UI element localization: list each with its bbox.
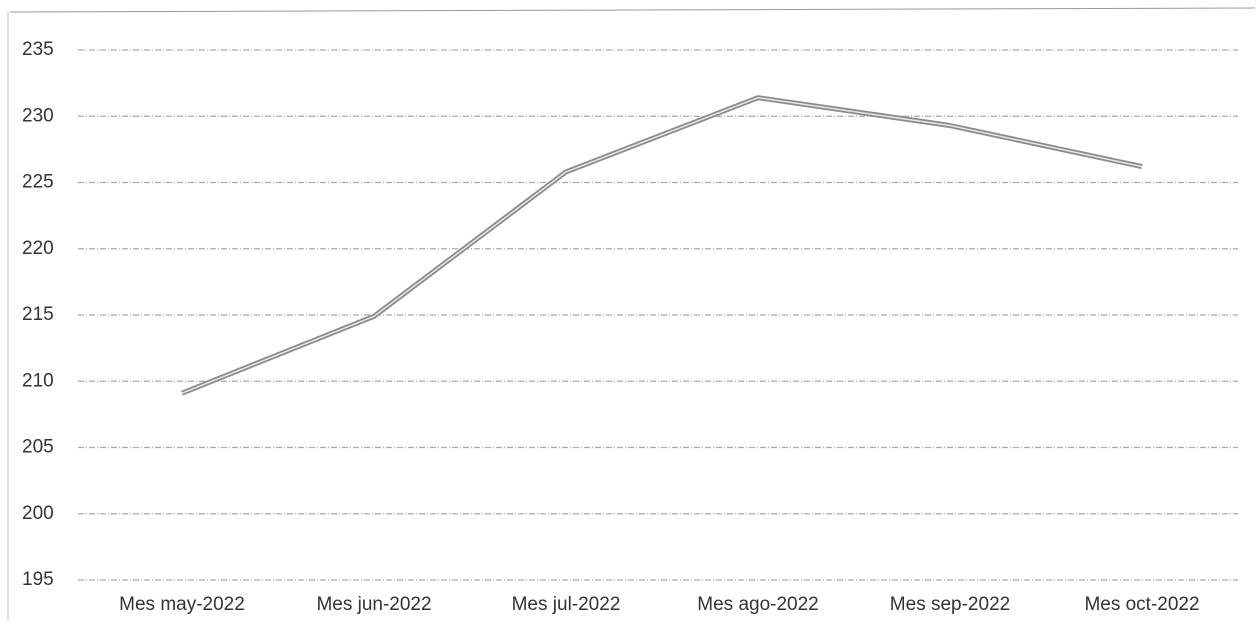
x-tick-label: Mes ago-2022 [697,594,818,615]
y-tick-label: 210 [22,370,54,391]
x-tick-label: Mes jul-2022 [512,594,621,615]
x-tick-label: Mes jun-2022 [316,594,431,615]
y-tick-label: 205 [22,437,54,458]
x-tick-label: Mes oct-2022 [1084,594,1199,615]
x-tick-label: Mes sep-2022 [890,594,1010,615]
y-tick-label: 195 [22,569,54,590]
frame-top [9,7,1256,13]
x-tick-label: Mes may-2022 [119,594,245,615]
y-tick-label: 230 [22,105,54,126]
series-line [181,95,1143,396]
y-tick-label: 235 [22,39,54,60]
y-tick-label: 225 [22,172,54,193]
y-tick-label: 220 [22,238,54,259]
y-tick-label: 215 [22,304,54,325]
series-line-inner [181,96,1143,394]
y-tick-label: 200 [22,503,54,524]
